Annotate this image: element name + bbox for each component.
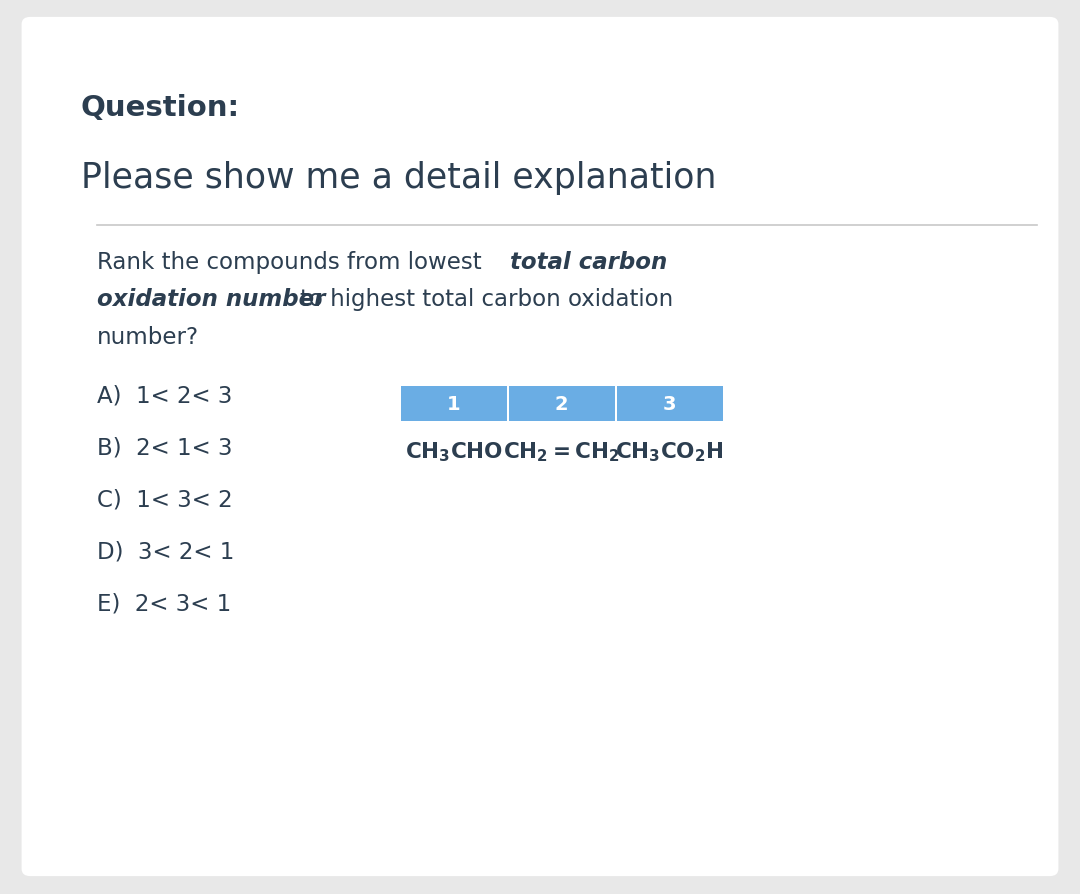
Text: A)  1< 2< 3: A) 1< 2< 3 [97, 384, 232, 408]
Text: 2: 2 [555, 394, 568, 414]
Text: number?: number? [97, 325, 200, 349]
Text: total carbon: total carbon [510, 250, 667, 274]
Text: oxidation number: oxidation number [97, 288, 325, 311]
Text: Rank the compounds from lowest: Rank the compounds from lowest [97, 250, 489, 274]
FancyBboxPatch shape [22, 18, 1058, 876]
Text: E)  2< 3< 1: E) 2< 3< 1 [97, 592, 231, 615]
Text: D)  3< 2< 1: D) 3< 2< 1 [97, 540, 234, 563]
Text: C)  1< 3< 2: C) 1< 3< 2 [97, 488, 233, 511]
Bar [401, 386, 507, 422]
Text: $\mathbf{CH_3CHO}$: $\mathbf{CH_3CHO}$ [405, 440, 502, 463]
Text: $\mathbf{CH_2{=}CH_2}$: $\mathbf{CH_2{=}CH_2}$ [503, 440, 620, 463]
Text: Question:: Question: [81, 94, 240, 122]
Text: B)  2< 1< 3: B) 2< 1< 3 [97, 436, 232, 460]
Text: to highest total carbon oxidation: to highest total carbon oxidation [300, 288, 674, 311]
Text: 1: 1 [447, 394, 460, 414]
Text: 3: 3 [663, 394, 676, 414]
Text: $\mathbf{CH_3CO_2H}$: $\mathbf{CH_3CO_2H}$ [616, 440, 724, 463]
Bar [509, 386, 615, 422]
Text: Please show me a detail explanation: Please show me a detail explanation [81, 161, 716, 195]
Bar [617, 386, 723, 422]
